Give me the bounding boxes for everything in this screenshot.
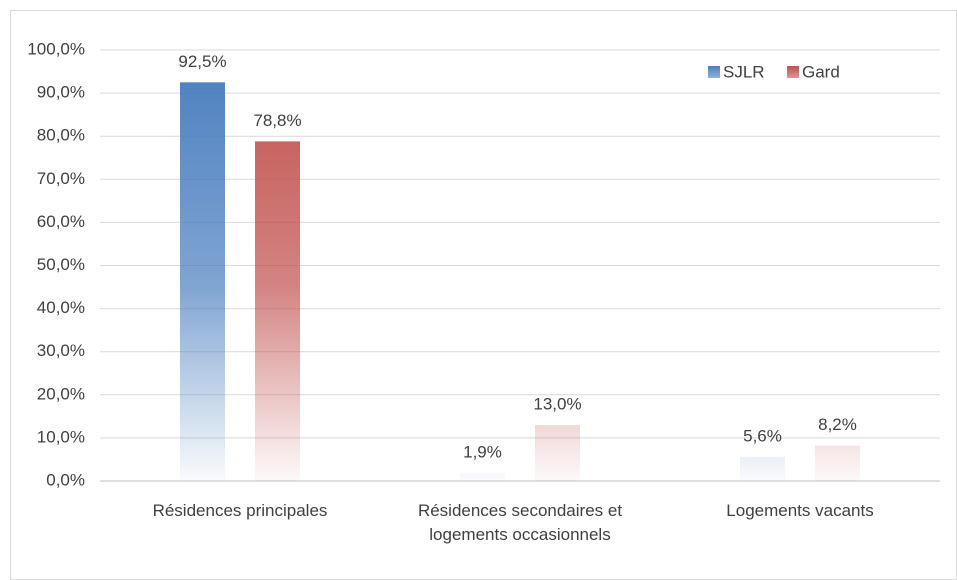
x-tick-label: Résidences secondaires et logements occa… bbox=[417, 501, 623, 544]
legend-swatch bbox=[787, 66, 799, 78]
data-label: 13,0% bbox=[533, 394, 581, 413]
data-label: 78,8% bbox=[253, 111, 301, 130]
y-tick-label: 70,0% bbox=[37, 169, 85, 188]
x-tick-label: Résidences principales bbox=[152, 501, 328, 520]
y-tick-label: 50,0% bbox=[37, 255, 85, 274]
data-label: 8,2% bbox=[818, 415, 857, 434]
bar bbox=[740, 456, 785, 481]
legend-label: SJLR bbox=[723, 62, 765, 81]
bar bbox=[815, 445, 860, 481]
data-label: 5,6% bbox=[743, 426, 782, 445]
y-tick-label: 100,0% bbox=[27, 39, 85, 58]
bar bbox=[535, 424, 580, 481]
y-tick-label: 90,0% bbox=[37, 83, 85, 102]
y-tick-label: 60,0% bbox=[37, 212, 85, 231]
y-tick-label: 10,0% bbox=[37, 427, 85, 446]
legend-swatch bbox=[708, 66, 720, 78]
y-tick-label: 0,0% bbox=[46, 470, 85, 489]
bar bbox=[180, 82, 225, 481]
y-tick-label: 30,0% bbox=[37, 341, 85, 360]
y-tick-label: 40,0% bbox=[37, 298, 85, 317]
y-tick-label: 80,0% bbox=[37, 126, 85, 145]
y-tick-label: 20,0% bbox=[37, 384, 85, 403]
bar bbox=[255, 141, 300, 481]
x-tick-label: Logements vacants bbox=[726, 501, 874, 520]
data-label: 92,5% bbox=[178, 52, 226, 71]
legend-label: Gard bbox=[802, 62, 840, 81]
data-label: 1,9% bbox=[463, 442, 502, 461]
bar bbox=[460, 472, 505, 481]
chart-border bbox=[10, 10, 957, 580]
